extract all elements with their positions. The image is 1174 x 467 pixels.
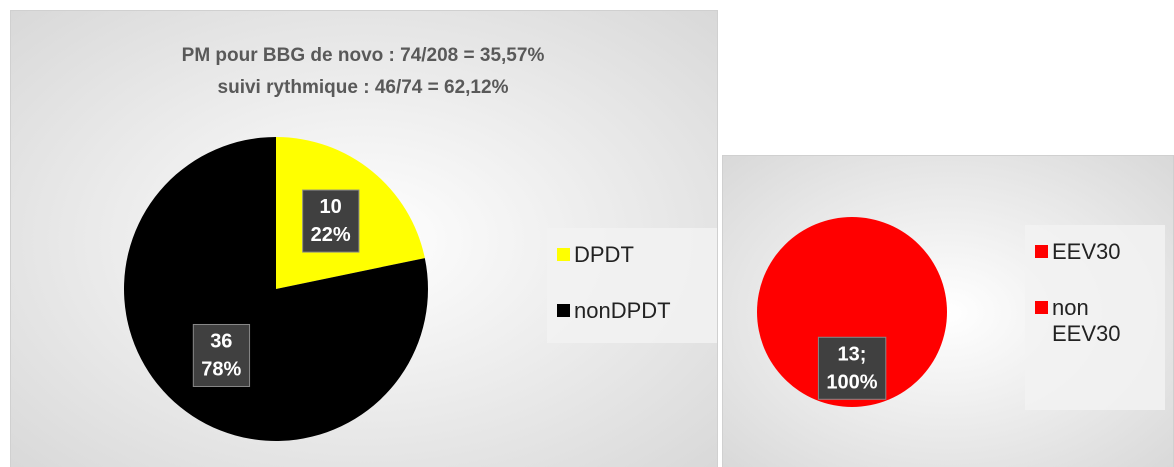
legend-item: non EEV30 [1035,295,1155,347]
legend-label: DPDT [574,242,634,267]
legend-label: nonDPDT [574,298,671,323]
data-label-box [817,336,887,400]
data-label-text: 36 [210,330,232,352]
legend-item: EEV30 [1035,239,1155,265]
legend-swatch [1035,245,1048,258]
legend-swatch [557,248,570,261]
legend-label: EEV30 [1052,239,1121,264]
chart-title: suivi rythmique : 46/74 = 62,12% [218,77,509,98]
legend-swatch [1035,301,1048,314]
legend-swatch [557,304,570,317]
data-label-text: 13; [838,343,867,365]
legend-item: DPDT [557,242,707,268]
legend: EEV30 non EEV30 [1025,225,1165,410]
data-label-text: 100% [826,371,877,393]
legend: DPDT nonDPDT [547,228,717,343]
pie-slice [757,217,947,407]
data-label-box [192,323,251,387]
legend-item: nonDPDT [557,298,707,324]
data-label-text: 10 [320,196,342,218]
legend-label: non EEV30 [1052,295,1121,346]
chart-title: PM pour BBG de novo : 74/208 = 35,57% [182,45,545,66]
data-label: 13; 100% [817,336,887,400]
data-label-box [302,189,360,253]
data-label-text: 78% [201,358,241,380]
data-label-text: 22% [311,224,351,246]
